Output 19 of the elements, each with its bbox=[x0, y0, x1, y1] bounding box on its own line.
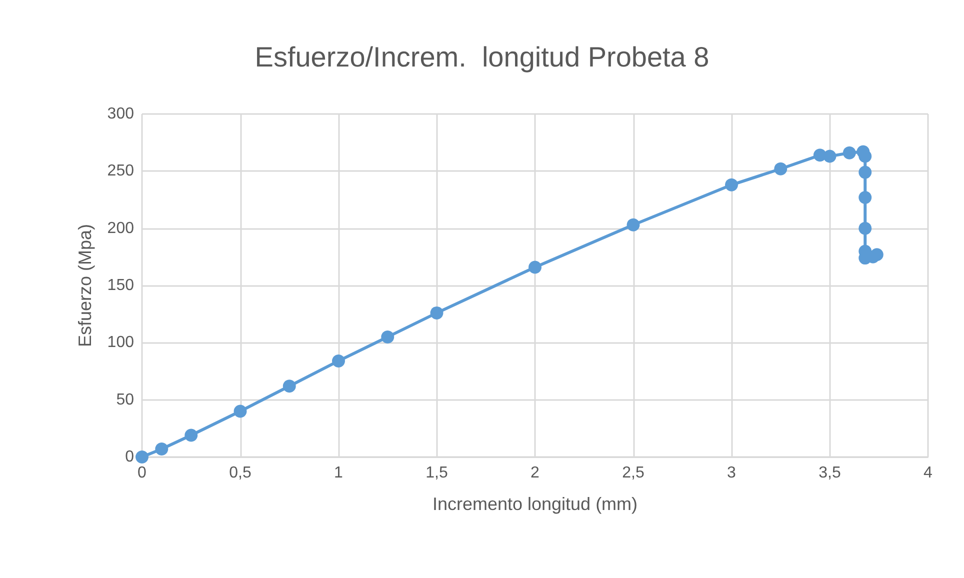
x-tick-label: 0 bbox=[138, 464, 147, 482]
x-tick-label: 4 bbox=[924, 464, 933, 482]
x-tick-label: 1,5 bbox=[426, 464, 448, 482]
y-tick-label: 200 bbox=[107, 220, 134, 237]
y-tick-label: 150 bbox=[107, 277, 134, 294]
y-tick-label: 0 bbox=[125, 448, 134, 466]
chart-title: Esfuerzo/Increm. longitud Probeta 8 bbox=[254, 42, 710, 72]
y-tick-label: 250 bbox=[107, 162, 134, 180]
x-tick-label: 2,5 bbox=[622, 464, 644, 482]
y-tick-label: 300 bbox=[107, 106, 134, 122]
x-tick-label: 3 bbox=[727, 464, 736, 482]
y-axis-title: Esfuerzo (Mpa) bbox=[75, 224, 95, 348]
x-tick-label: 1 bbox=[334, 464, 344, 482]
x-tick-label: 3,5 bbox=[818, 464, 841, 482]
x-tick-label: 0,5 bbox=[229, 464, 252, 482]
x-tick-label: 2 bbox=[530, 464, 540, 482]
x-axis-title: Incremento longitud (mm) bbox=[432, 494, 638, 514]
y-tick-label: 100 bbox=[107, 334, 134, 352]
y-tick-label: 50 bbox=[116, 391, 134, 408]
